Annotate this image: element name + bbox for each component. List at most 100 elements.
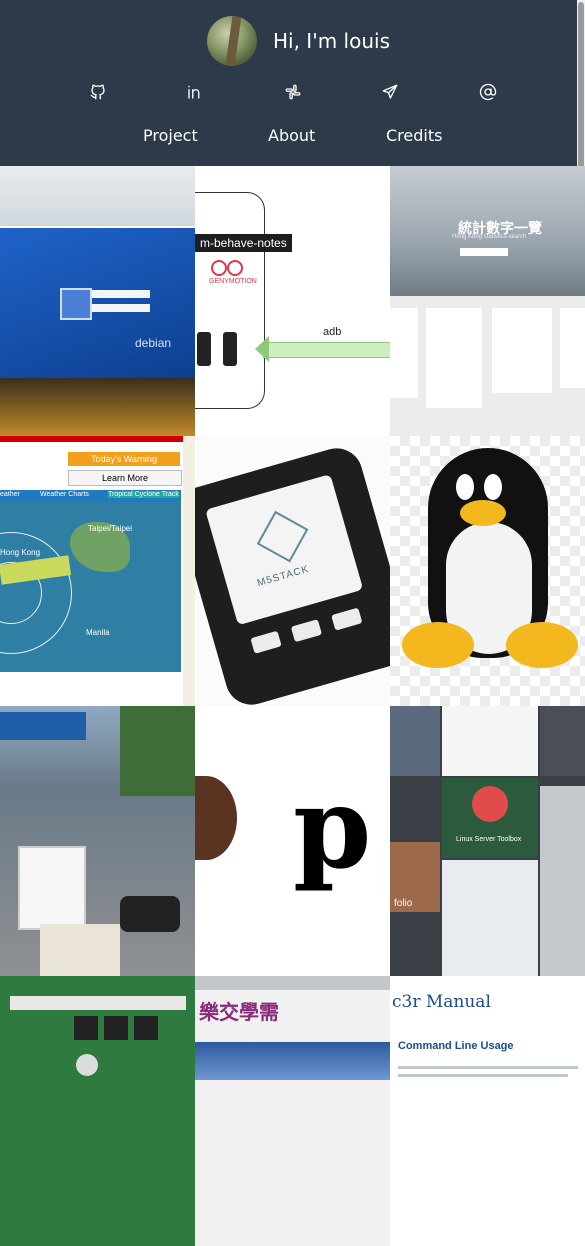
notes-caption: m-behave-notes xyxy=(195,234,292,252)
genymotion-label: GENYMOTION xyxy=(209,278,257,285)
login-screen: debian xyxy=(0,228,195,378)
nav-credits[interactable]: Credits xyxy=(386,126,443,145)
collage-block xyxy=(442,860,538,976)
text-line xyxy=(398,1066,578,1069)
greeting-title: Hi, I'm louis xyxy=(273,29,390,53)
nav-about[interactable]: About xyxy=(268,126,316,145)
toolbox-label: Linux Server Toolbox xyxy=(456,836,522,843)
tab-weather-charts[interactable]: Weather Charts xyxy=(40,491,89,498)
genymotion-logo-left xyxy=(211,260,227,276)
text-line xyxy=(398,1074,568,1077)
project-tile-debian-login[interactable]: debian xyxy=(0,166,195,436)
toolbox-logo xyxy=(472,786,508,822)
collage-block: folio xyxy=(390,842,440,912)
phone-2 xyxy=(223,332,237,366)
project-tile-statistics[interactable]: 統計數字一覽 Hong Kong statistics search xyxy=(390,166,585,436)
project-tile-m5stack[interactable]: M5STACK xyxy=(195,436,390,706)
scrollbar-thumb[interactable] xyxy=(578,2,584,170)
site-header: Hi, I'm louis Project About Credits xyxy=(0,0,577,166)
login-field xyxy=(92,290,150,298)
project-tile-weather[interactable]: Today's Warning Learn More eather Weathe… xyxy=(0,436,195,706)
stats-title: 統計數字一覽 xyxy=(458,220,542,236)
project-tile-p-logo[interactable]: p xyxy=(195,706,390,976)
project-tile-traffic[interactable] xyxy=(0,706,195,976)
linux-toolbox: Linux Server Toolbox xyxy=(442,778,538,858)
todays-warning: Today's Warning xyxy=(68,452,180,466)
pcb-chip xyxy=(134,1016,158,1040)
weather-top-bar xyxy=(0,436,195,442)
project-tile-tux[interactable] xyxy=(390,436,585,706)
manual-heading: Command Line Usage xyxy=(398,1040,514,1052)
sign-text: 樂交學需 xyxy=(199,1002,279,1024)
car xyxy=(40,924,120,976)
github-icon[interactable] xyxy=(86,80,110,104)
tab-cyclone-track[interactable]: Tropical Cyclone Track xyxy=(108,491,179,498)
phone-1 xyxy=(197,332,211,366)
laptop-bezel xyxy=(0,166,195,226)
adb-label: adb xyxy=(323,326,342,338)
tab-weather[interactable]: eather xyxy=(0,491,20,498)
device-outline xyxy=(195,192,265,409)
tux-eye-left xyxy=(456,474,474,500)
stats-search xyxy=(460,248,508,256)
m5-button-a xyxy=(250,630,282,654)
skyline-banner xyxy=(390,166,585,296)
place-taipei: Taipei/Taipei xyxy=(88,524,133,533)
password-field xyxy=(92,304,150,312)
screen-strip xyxy=(195,1042,390,1080)
shape-brown xyxy=(195,776,237,860)
avatar[interactable] xyxy=(207,16,257,66)
m5stack-brand: M5STACK xyxy=(256,563,311,590)
linkedin-icon[interactable] xyxy=(183,80,207,104)
road-sign xyxy=(0,712,86,740)
weather-sidebar xyxy=(183,436,195,706)
folio-label: folio xyxy=(394,898,413,909)
project-tile-collage[interactable]: Linux Server Toolbox folio xyxy=(390,706,585,976)
collage-block xyxy=(540,786,585,976)
project-tile-pcb[interactable] xyxy=(0,976,195,1246)
tux-foot-left xyxy=(402,622,474,668)
arrow-head xyxy=(255,336,269,362)
m5-button-c xyxy=(331,607,363,631)
card xyxy=(560,308,585,388)
at-icon[interactable] xyxy=(476,80,500,104)
manual-title: c3r Manual xyxy=(392,992,491,1012)
card xyxy=(390,308,418,398)
collage-block xyxy=(390,706,440,776)
project-tile-c3r-manual[interactable]: c3r Manual Command Line Usage xyxy=(390,976,585,1246)
m5stack-device: M5STACK xyxy=(195,442,390,706)
tux-foot-right xyxy=(506,622,578,668)
pcb-header xyxy=(10,996,186,1010)
p-letter: p xyxy=(293,763,372,894)
truck xyxy=(18,846,86,930)
adb-arrow xyxy=(263,342,390,358)
learn-more-button[interactable]: Learn More xyxy=(68,470,182,486)
m5stack-logo xyxy=(256,510,309,563)
car xyxy=(120,896,180,932)
weather-tabs: eather Weather Charts Tropical Cyclone T… xyxy=(0,490,181,502)
send-icon[interactable] xyxy=(378,80,402,104)
trees xyxy=(120,706,195,796)
pcb-led xyxy=(76,1054,98,1076)
pcb-chip xyxy=(74,1016,98,1040)
project-tile-chinese-sign[interactable]: 樂交學需 xyxy=(195,976,390,1246)
m5stack-screen: M5STACK xyxy=(205,474,364,626)
place-hong-kong: Hong Kong xyxy=(0,548,41,557)
collage-block xyxy=(442,706,538,776)
tux-beak xyxy=(460,500,506,526)
nav-project[interactable]: Project xyxy=(143,126,198,145)
weather-map: Hong Kong Taipei/Taipei Manila xyxy=(0,502,181,672)
pcb-chip xyxy=(104,1016,128,1040)
collage-block xyxy=(540,706,585,776)
card xyxy=(426,308,482,408)
sign-top xyxy=(195,976,390,990)
slack-icon[interactable] xyxy=(281,80,305,104)
card xyxy=(492,308,552,393)
stats-subtitle: Hong Kong statistics search xyxy=(452,234,527,240)
genymotion-logo-right xyxy=(227,260,243,276)
user-icon xyxy=(60,288,92,320)
tux-eye-right xyxy=(484,474,502,500)
project-tile-behave-notes[interactable]: m-behave-notes GENYMOTION adb xyxy=(195,166,390,436)
m5-button-b xyxy=(290,619,323,643)
desk-surface xyxy=(0,378,195,436)
